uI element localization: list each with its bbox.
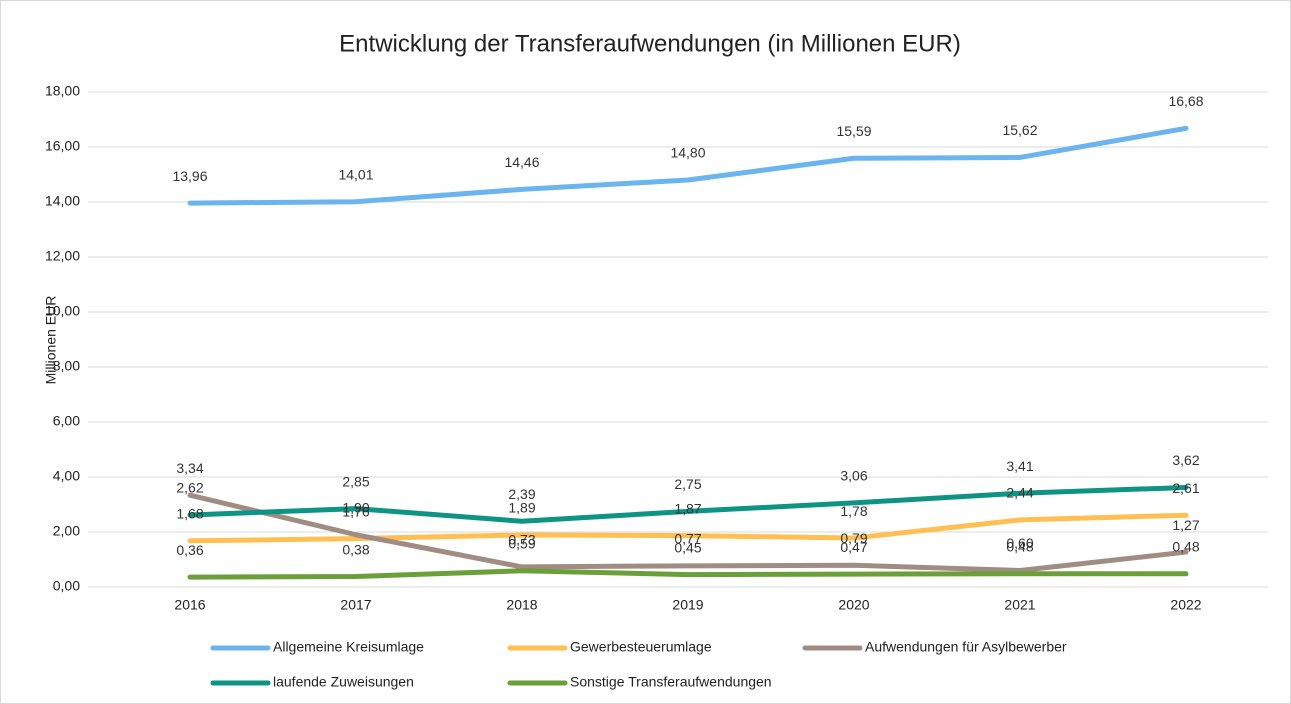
data-label: 0,48 [1172,539,1199,555]
series-line [187,568,1189,580]
data-label: 3,34 [176,460,203,476]
y-tick-label: 14,00 [45,193,80,209]
y-tick-label: 18,00 [45,83,80,99]
legend-label: laufende Zuweisungen [273,674,414,690]
legend-label: Sonstige Transferaufwendungen [570,674,772,690]
x-tick-label: 2019 [672,597,703,613]
data-label: 0,60 [1006,535,1033,551]
legend-label: Allgemeine Kreisumlage [273,639,424,655]
data-label: 13,96 [172,168,207,184]
data-label: 0,36 [176,542,203,558]
chart-title: Entwicklung der Transferaufwendungen (in… [339,30,961,57]
series-line [187,492,1189,573]
data-label: 0,59 [508,535,535,551]
data-label: 2,85 [342,473,369,489]
series-line [187,484,1189,524]
y-tick-label: 16,00 [45,138,80,154]
data-label: 15,59 [836,123,871,139]
legend-label: Aufwendungen für Asylbewerber [865,639,1067,655]
data-label: 2,39 [508,486,535,502]
y-tick-label: 4,00 [53,468,80,484]
series-line [187,512,1189,544]
y-axis-label: Millionen EUR [43,296,59,385]
x-tick-label: 2022 [1170,597,1201,613]
x-tick-label: 2020 [838,597,869,613]
legend-label: Gewerbesteuerumlage [570,639,712,655]
data-label: 14,80 [670,145,705,161]
data-label: 1,78 [840,503,867,519]
x-tick-label: 2021 [1004,597,1035,613]
data-label: 0,79 [840,530,867,546]
data-label: 14,01 [338,166,373,182]
data-label: 14,46 [504,154,539,170]
x-tick-label: 2016 [174,597,205,613]
y-tick-label: 6,00 [53,413,80,429]
data-label: 2,75 [674,476,701,492]
data-label: 1,68 [176,506,203,522]
series-line [187,125,1189,206]
data-label: 3,06 [840,468,867,484]
data-label: 2,44 [1006,485,1033,501]
data-label: 3,41 [1006,458,1033,474]
data-label: 1,27 [1172,517,1199,533]
data-label: 0,47 [840,539,867,555]
data-label: 0,45 [674,539,701,555]
x-tick-label: 2017 [340,597,371,613]
data-label: 0,38 [342,541,369,557]
y-tick-label: 10,00 [45,303,80,319]
y-tick-label: 0,00 [53,578,80,594]
y-tick-label: 8,00 [53,358,80,374]
y-tick-label: 12,00 [45,248,80,264]
data-label: 3,62 [1172,452,1199,468]
data-label: 15,62 [1002,122,1037,138]
x-tick-label: 2018 [506,597,537,613]
data-label: 2,61 [1172,480,1199,496]
data-label: 0,73 [508,532,535,548]
data-label: 0,48 [1006,539,1033,555]
data-label: 1,76 [342,503,369,519]
data-label: 1,90 [342,499,369,515]
y-tick-label: 2,00 [53,523,80,539]
data-label: 2,62 [176,480,203,496]
data-label: 16,68 [1168,93,1203,109]
data-label: 0,77 [674,531,701,547]
data-label: 1,89 [508,500,535,516]
data-label: 1,87 [674,500,701,516]
